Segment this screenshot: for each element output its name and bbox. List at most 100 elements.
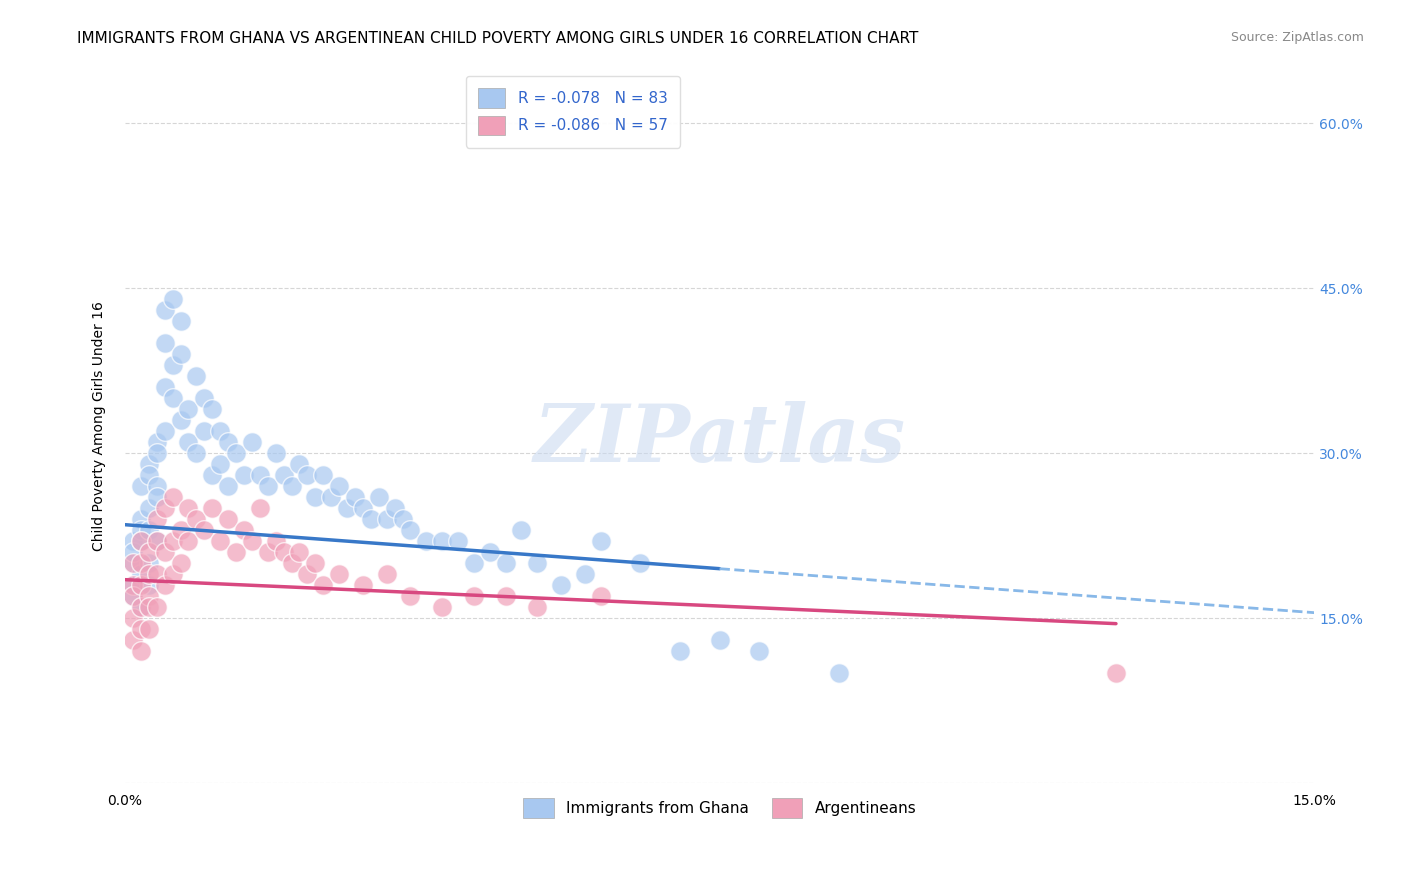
Point — [138, 578, 160, 592]
Point — [256, 545, 278, 559]
Point — [146, 534, 169, 549]
Point — [138, 567, 160, 582]
Point — [360, 512, 382, 526]
Point — [169, 413, 191, 427]
Point — [129, 600, 152, 615]
Point — [153, 380, 176, 394]
Point — [146, 490, 169, 504]
Point — [138, 501, 160, 516]
Point — [129, 600, 152, 615]
Point — [415, 534, 437, 549]
Point — [526, 556, 548, 570]
Point — [122, 589, 145, 603]
Point — [193, 424, 215, 438]
Point — [463, 589, 485, 603]
Point — [495, 589, 517, 603]
Point — [169, 556, 191, 570]
Point — [273, 468, 295, 483]
Point — [264, 534, 287, 549]
Point — [280, 479, 302, 493]
Point — [240, 435, 263, 450]
Point — [122, 589, 145, 603]
Point — [447, 534, 470, 549]
Legend: Immigrants from Ghana, Argentineans: Immigrants from Ghana, Argentineans — [516, 790, 924, 825]
Point — [193, 523, 215, 537]
Point — [129, 479, 152, 493]
Point — [288, 545, 311, 559]
Point — [367, 490, 389, 504]
Point — [177, 435, 200, 450]
Point — [186, 446, 208, 460]
Point — [589, 534, 612, 549]
Point — [391, 512, 413, 526]
Point — [122, 534, 145, 549]
Point — [526, 600, 548, 615]
Point — [162, 359, 184, 373]
Point — [233, 468, 256, 483]
Point — [138, 589, 160, 603]
Point — [312, 468, 335, 483]
Point — [209, 534, 232, 549]
Point — [384, 501, 406, 516]
Point — [430, 534, 453, 549]
Point — [589, 589, 612, 603]
Point — [146, 534, 169, 549]
Point — [122, 556, 145, 570]
Point — [162, 293, 184, 307]
Point — [273, 545, 295, 559]
Point — [352, 501, 374, 516]
Point — [138, 468, 160, 483]
Point — [177, 501, 200, 516]
Point — [129, 512, 152, 526]
Point — [748, 644, 770, 658]
Point — [375, 567, 398, 582]
Point — [122, 578, 145, 592]
Point — [177, 534, 200, 549]
Point — [129, 556, 152, 570]
Point — [495, 556, 517, 570]
Point — [312, 578, 335, 592]
Point — [162, 392, 184, 406]
Point — [153, 424, 176, 438]
Point — [186, 369, 208, 384]
Point — [709, 633, 731, 648]
Point — [122, 578, 145, 592]
Point — [138, 556, 160, 570]
Point — [217, 479, 239, 493]
Point — [336, 501, 359, 516]
Point — [304, 556, 326, 570]
Point — [129, 622, 152, 636]
Point — [209, 457, 232, 471]
Point — [297, 567, 319, 582]
Point — [280, 556, 302, 570]
Point — [138, 600, 160, 615]
Text: IMMIGRANTS FROM GHANA VS ARGENTINEAN CHILD POVERTY AMONG GIRLS UNDER 16 CORRELAT: IMMIGRANTS FROM GHANA VS ARGENTINEAN CHI… — [77, 31, 918, 46]
Point — [478, 545, 501, 559]
Point — [122, 556, 145, 570]
Point — [249, 501, 271, 516]
Point — [209, 424, 232, 438]
Text: Source: ZipAtlas.com: Source: ZipAtlas.com — [1230, 31, 1364, 45]
Point — [122, 611, 145, 625]
Point — [146, 435, 169, 450]
Point — [129, 567, 152, 582]
Text: ZIPatlas: ZIPatlas — [533, 401, 905, 479]
Point — [201, 501, 224, 516]
Point — [129, 578, 152, 592]
Point — [240, 534, 263, 549]
Point — [352, 578, 374, 592]
Point — [574, 567, 596, 582]
Point — [162, 534, 184, 549]
Point — [225, 446, 247, 460]
Point — [201, 402, 224, 417]
Point — [129, 534, 152, 549]
Point — [122, 633, 145, 648]
Point — [328, 479, 350, 493]
Point — [169, 523, 191, 537]
Point — [153, 501, 176, 516]
Point — [122, 545, 145, 559]
Point — [430, 600, 453, 615]
Point — [399, 589, 422, 603]
Point — [169, 314, 191, 328]
Point — [146, 600, 169, 615]
